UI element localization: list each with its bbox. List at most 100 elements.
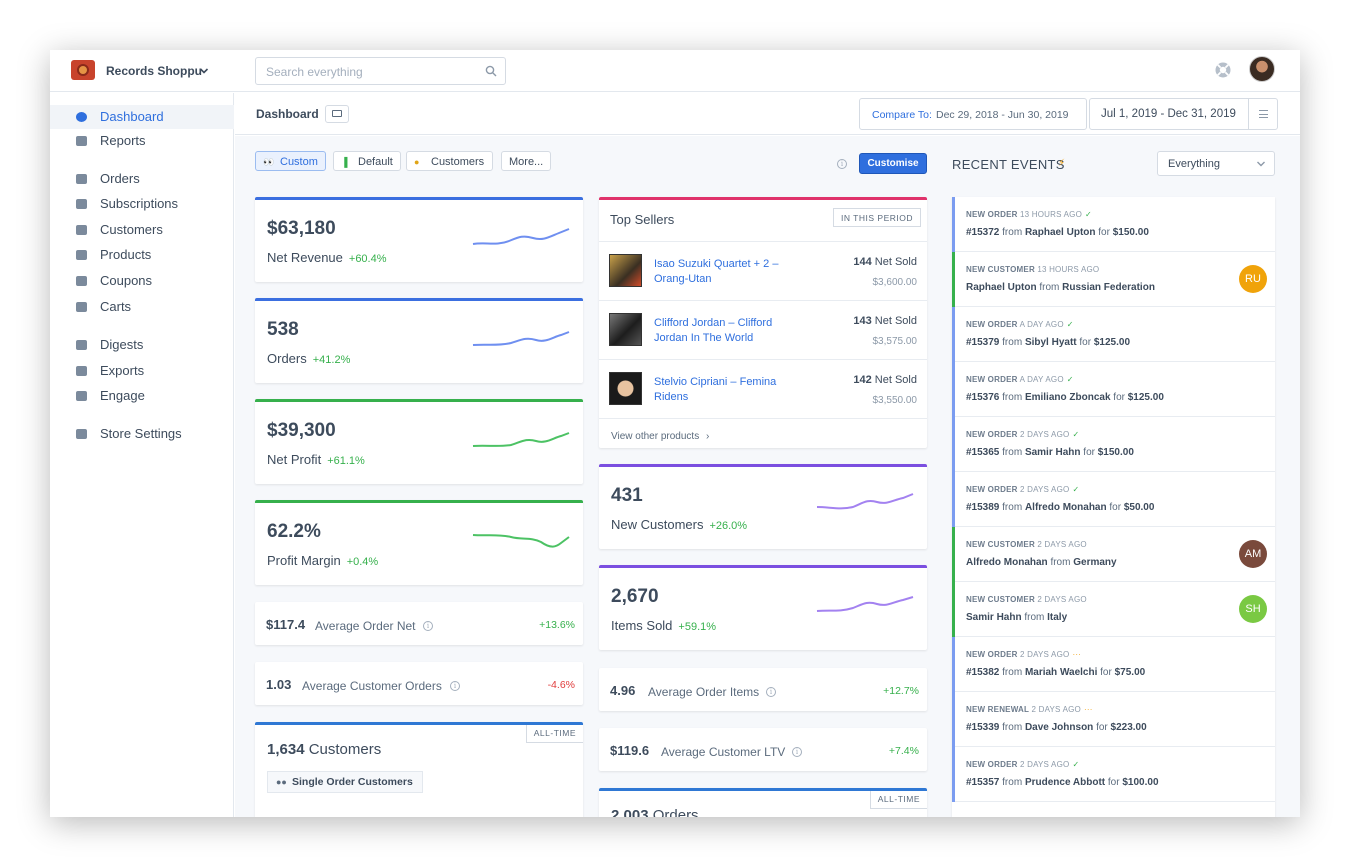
sidebar-item-customers[interactable]: Customers <box>50 218 234 242</box>
top-seller-row[interactable]: Isao Suzuki Quartet + 2 – Orang-Utan 144… <box>599 241 927 300</box>
view-tab-default[interactable]: ▐ Default <box>333 151 401 171</box>
product-link[interactable]: Clifford Jordan – Clifford Jordan In The… <box>654 317 773 344</box>
sidebar-item-subscriptions[interactable]: Subscriptions <box>50 192 234 216</box>
customer-avatar[interactable]: RU <box>1239 265 1267 293</box>
customer-name[interactable]: Raphael Upton <box>1024 227 1096 238</box>
event-row[interactable]: NEW CUSTOMER 13 HOURS AGO Raphael Upton f… <box>952 252 1275 307</box>
info-icon[interactable]: i <box>766 687 776 697</box>
search-input[interactable]: Search everything <box>266 65 363 79</box>
event-filter-select[interactable]: Everything <box>1157 151 1275 176</box>
customer-avatar[interactable]: AM <box>1239 540 1267 568</box>
lifebuoy-help-icon[interactable] <box>1214 61 1232 79</box>
pending-icon: ··· <box>1083 705 1093 714</box>
single-order-customers-chip[interactable]: ●● Single Order Customers <box>267 771 423 793</box>
sidebar-item-orders[interactable]: Orders <box>50 167 234 191</box>
recent-events-list: NEW ORDER 13 HOURS AGO ✓ #15372 from Rapha… <box>952 197 1275 817</box>
avg-order-net-card[interactable]: $117.4 Average Order Net i +13.6% <box>255 602 583 645</box>
event-row[interactable]: NEW ORDER 2 DAYS AGO ··· #15382 from Maria… <box>952 637 1275 692</box>
order-number[interactable]: #15376 <box>966 392 1000 403</box>
info-icon[interactable]: i <box>450 681 460 691</box>
event-meta: NEW CUSTOMER 2 DAYS AGO <box>966 595 1087 604</box>
compare-range: Dec 29, 2018 - Jun 30, 2019 <box>936 109 1069 121</box>
profit-margin-card[interactable]: 62.2% Profit Margin +0.4% <box>255 500 583 585</box>
event-row[interactable]: NEW ORDER 2 DAYS AGO ✓ #15365 from Samir H… <box>952 417 1275 472</box>
order-number[interactable]: #15379 <box>966 337 1000 348</box>
product-link[interactable]: Stelvio Cipriani – Femina Ridens <box>654 376 777 403</box>
search-icon[interactable] <box>485 65 497 77</box>
sidebar-item-coupons[interactable]: Coupons <box>50 269 234 293</box>
customer-name[interactable]: Samir Hahn <box>1024 447 1081 458</box>
avg-customer-orders-card[interactable]: 1.03 Average Customer Orders i -4.6% <box>255 662 583 705</box>
event-row[interactable]: NEW RENEWAL 2 DAYS AGO ··· #15339 from Dav… <box>952 692 1275 747</box>
sidebar-item-digests[interactable]: Digests <box>50 333 234 357</box>
orders-alltime-card[interactable]: ALL-TIME 2,003 Orders <box>599 788 927 817</box>
event-row[interactable]: NEW CUSTOMER 2 DAYS AGO Samir Hahn from I… <box>952 582 1275 637</box>
items-sold-card[interactable]: 2,670 Items Sold +59.1% <box>599 565 927 650</box>
event-type-stripe <box>952 362 955 417</box>
customer-name[interactable]: Samir Hahn <box>966 612 1022 623</box>
order-number[interactable]: #15372 <box>966 227 1000 238</box>
all-time-tag: ALL-TIME <box>525 725 583 743</box>
customer-name[interactable]: Alfredo Monahan <box>966 557 1048 568</box>
info-icon[interactable]: i <box>423 621 433 631</box>
event-row[interactable]: NEW ORDER A DAY AGO ✓ #15376 from Emiliano… <box>952 362 1275 417</box>
info-icon[interactable]: i <box>792 747 802 757</box>
info-icon[interactable]: i <box>837 159 847 169</box>
customer-avatar[interactable]: SH <box>1239 595 1267 623</box>
customer-name[interactable]: Sibyl Hyatt <box>1024 337 1077 348</box>
range-menu-button[interactable] <box>1248 98 1278 130</box>
store-logo-icon[interactable] <box>71 60 95 80</box>
metric-value: $63,180 <box>267 218 336 239</box>
date-range-button[interactable]: Jul 1, 2019 - Dec 31, 2019 <box>1089 98 1249 130</box>
net-revenue-card[interactable]: $63,180 Net Revenue +60.4% <box>255 197 583 282</box>
sidebar-item-carts[interactable]: Carts <box>50 295 234 319</box>
customer-name[interactable]: Prudence Abbott <box>1024 777 1106 788</box>
customer-name[interactable]: Emiliano Zboncak <box>1024 392 1111 403</box>
product-link[interactable]: Isao Suzuki Quartet + 2 – Orang-Utan <box>654 258 779 285</box>
orders-card[interactable]: 538 Orders +41.2% <box>255 298 583 383</box>
compare-range-button[interactable]: Compare To: Dec 29, 2018 - Jun 30, 2019 <box>859 98 1087 130</box>
avg-order-items-card[interactable]: 4.96 Average Order Items i +12.7% <box>599 668 927 711</box>
event-row[interactable]: NEW ORDER 13 HOURS AGO ✓ #15372 from Rapha… <box>952 197 1275 252</box>
chevron-down-icon[interactable] <box>199 66 209 76</box>
sidebar-item-dashboard[interactable]: Dashboard <box>50 105 234 129</box>
customer-name[interactable]: Alfredo Monahan <box>1024 502 1107 513</box>
top-seller-row[interactable]: Stelvio Cipriani – Femina Ridens 142 Net… <box>599 359 927 418</box>
customer-name[interactable]: Dave Johnson <box>1024 722 1094 733</box>
metric-label: Average Customer Orders <box>302 679 442 693</box>
sidebar-item-store-settings[interactable]: Store Settings <box>50 422 234 446</box>
customers-alltime-card[interactable]: ALL-TIME 1,634 Customers ●● Single Order … <box>255 722 583 817</box>
user-avatar[interactable] <box>1249 56 1275 82</box>
avg-customer-ltv-card[interactable]: $119.6 Average Customer LTV i +7.4% <box>599 728 927 771</box>
search-box[interactable]: Search everything <box>255 57 506 85</box>
sidebar-item-reports[interactable]: Reports <box>50 129 234 153</box>
event-row[interactable]: NEW ORDER 2 DAYS AGO ✓ #15357 from Prudenc… <box>952 747 1275 802</box>
event-row[interactable]: NEW ORDER A DAY AGO ✓ #15379 from Sibyl Hy… <box>952 307 1275 362</box>
order-number[interactable]: #15357 <box>966 777 1000 788</box>
view-tab-more[interactable]: More... <box>501 151 551 171</box>
metric-delta: +60.4% <box>348 253 387 265</box>
order-number[interactable]: #15382 <box>966 667 1000 678</box>
order-number[interactable]: #15339 <box>966 722 1000 733</box>
top-seller-row[interactable]: Clifford Jordan – Clifford Jordan In The… <box>599 300 927 359</box>
view-tab-custom[interactable]: 👀 Custom <box>255 151 326 171</box>
net-profit-card[interactable]: $39,300 Net Profit +61.1% <box>255 399 583 484</box>
sidebar-item-products[interactable]: Products <box>50 243 234 267</box>
event-row[interactable]: NEW CUSTOMER 2 DAYS AGO Alfredo Monahan f… <box>952 527 1275 582</box>
event-row[interactable]: NEW ORDER 2 DAYS AGO ✓ #15389 from Alfredo… <box>952 472 1275 527</box>
sparkline <box>472 432 570 447</box>
customise-button[interactable]: Customise <box>859 153 927 174</box>
view-tab-customers[interactable]: ● Customers <box>406 151 493 171</box>
view-other-products-link[interactable]: View other products › <box>611 431 709 442</box>
new-customers-card[interactable]: 431 New Customers +26.0% <box>599 464 927 549</box>
order-number[interactable]: #15365 <box>966 447 1000 458</box>
sidebar-item-engage[interactable]: Engage <box>50 384 234 408</box>
customer-name[interactable]: Mariah Waelchi <box>1024 667 1098 678</box>
event-description: #15389 from Alfredo Monahan for $50.00 <box>966 502 1154 513</box>
sidebar-item-exports[interactable]: Exports <box>50 359 234 383</box>
customer-name[interactable]: Raphael Upton <box>966 282 1037 293</box>
tv-mode-button[interactable] <box>325 105 349 123</box>
store-switcher[interactable]: Records Shoppu <box>106 64 203 78</box>
metric-value: 538 <box>267 319 299 340</box>
order-number[interactable]: #15389 <box>966 502 1000 513</box>
